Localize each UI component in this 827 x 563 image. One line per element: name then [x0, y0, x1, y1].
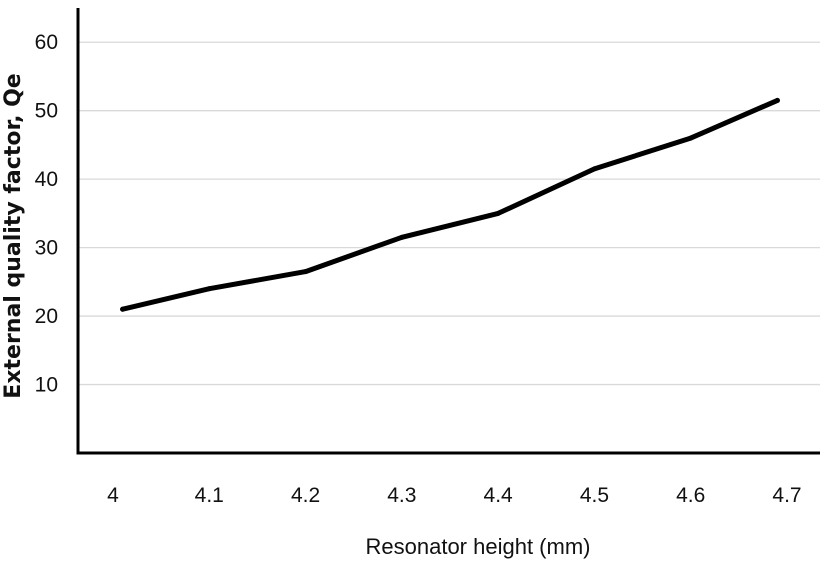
y-tick-labels: 10 20 30 40 50 60: [35, 31, 58, 396]
x-tick-label: 4: [107, 484, 119, 507]
x-tick-label: 4.5: [580, 484, 609, 507]
x-tick-label: 4.6: [676, 484, 705, 507]
series: [120, 97, 780, 312]
x-tick-label: 4.3: [387, 484, 416, 507]
y-tick-label: 50: [35, 100, 58, 123]
x-tick-labels: 4 4.1 4.2 4.3 4.4 4.5 4.6 4.7: [107, 484, 801, 507]
y-tick-label: 40: [35, 168, 58, 191]
axes: [76, 8, 820, 455]
data-point: [495, 210, 501, 216]
y-axis-title: External quality factor, Qe: [1, 73, 26, 398]
data-point: [591, 166, 597, 172]
y-tick-label: 10: [35, 374, 58, 397]
data-point: [399, 234, 405, 240]
gridlines: [78, 41, 820, 386]
data-point: [688, 135, 694, 141]
x-tick-label: 4.4: [484, 484, 514, 507]
x-axis-title: Resonator height (mm): [366, 534, 591, 559]
x-tick-label: 4.2: [291, 484, 320, 507]
x-tick-label: 4.1: [195, 484, 224, 507]
data-point: [120, 306, 126, 312]
data-point: [206, 286, 212, 292]
y-tick-label: 20: [35, 305, 58, 328]
data-point: [774, 97, 780, 103]
data-point: [303, 269, 309, 275]
y-tick-label: 30: [35, 237, 58, 260]
series-line: [120, 97, 780, 312]
x-tick-label: 4.7: [772, 484, 801, 507]
y-tick-label: 60: [35, 31, 58, 54]
